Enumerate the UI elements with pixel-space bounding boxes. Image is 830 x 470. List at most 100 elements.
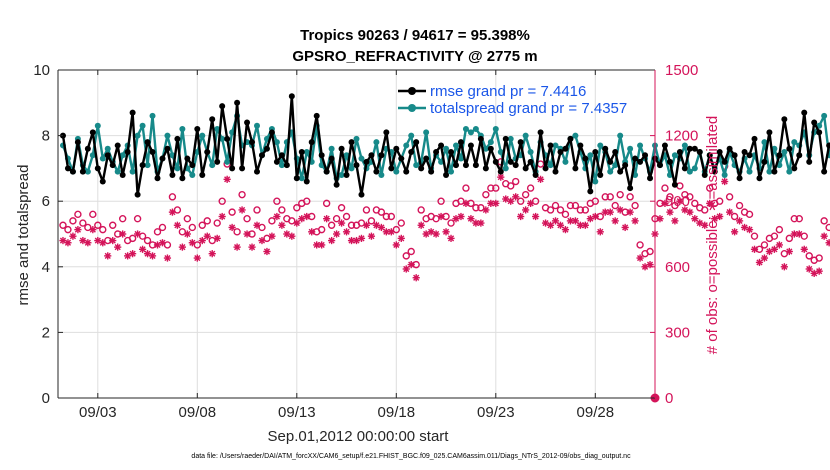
possible-obs-marker <box>745 210 754 219</box>
assimilated-obs-stroke <box>791 230 798 238</box>
assimilated-obs-stroke <box>467 215 475 222</box>
rmse-point <box>303 178 310 185</box>
assimilated-obs-stroke <box>104 252 111 259</box>
obs-count-markers <box>59 158 830 403</box>
legend-spread-label: totalspread grand pr = 7.4357 <box>430 100 627 117</box>
assimilated-obs-stroke <box>472 219 479 227</box>
assimilated-obs-stroke <box>552 217 559 224</box>
assimilated-obs-marker <box>129 250 137 258</box>
assimilated-obs-stroke <box>821 233 828 240</box>
assimilated-obs-stroke <box>507 198 514 205</box>
assimilated-obs-stroke <box>403 265 410 273</box>
totalspread-point <box>617 132 624 139</box>
rmse-point <box>477 135 484 142</box>
assimilated-obs-marker <box>795 230 803 238</box>
assimilated-obs-marker <box>815 267 823 275</box>
rmse-point <box>766 129 773 136</box>
possible-obs-marker <box>158 223 167 232</box>
assimilated-obs-stroke <box>94 237 101 244</box>
rmse-point <box>229 165 236 172</box>
totalspread-point <box>766 168 773 175</box>
assimilated-obs-stroke <box>129 250 136 257</box>
rmse-point <box>492 158 499 165</box>
totalspread-point <box>328 145 335 152</box>
assimilated-obs-marker <box>750 245 759 253</box>
rmse-point <box>746 152 753 159</box>
possible-obs-marker <box>561 210 570 219</box>
possible-obs-marker <box>118 214 127 223</box>
possible-obs-marker <box>133 214 142 223</box>
rmse-point <box>438 142 445 149</box>
rmse-point <box>353 162 360 169</box>
assimilated-obs-stroke <box>751 246 758 253</box>
grid-lines <box>58 70 655 398</box>
possible-obs-marker <box>790 214 798 223</box>
x-tick-label: 09/28 <box>577 404 615 421</box>
rmse-point <box>144 139 151 146</box>
totalspread-point <box>637 142 644 149</box>
assimilated-obs-stroke <box>303 213 310 220</box>
assimilated-obs-marker <box>551 217 560 225</box>
assimilated-obs-stroke <box>234 244 241 251</box>
rmse-point <box>174 135 181 142</box>
rmse-point <box>711 168 718 175</box>
possible-obs-marker <box>516 197 525 205</box>
assimilated-obs-stroke <box>388 228 395 235</box>
possible-obs-marker <box>770 232 779 240</box>
rmse-point <box>487 145 494 152</box>
assimilated-obs-marker <box>318 241 326 249</box>
assimilated-obs-marker <box>676 197 684 205</box>
possible-obs-marker <box>143 236 152 245</box>
assimilated-obs-stroke <box>229 224 236 231</box>
assimilated-obs-marker <box>571 217 579 225</box>
assimilated-obs-stroke <box>368 233 375 240</box>
assimilated-obs-stroke <box>194 254 201 262</box>
totalspread-point <box>457 155 464 162</box>
rmse-point <box>577 142 584 149</box>
rmse-point <box>403 168 410 175</box>
possible-obs-marker <box>775 225 784 234</box>
assimilated-obs-marker <box>84 239 92 247</box>
totalspread-point <box>119 152 126 159</box>
rmse-point <box>612 149 619 155</box>
assimilated-obs-stroke <box>457 213 465 220</box>
assimilated-obs-marker <box>134 230 142 238</box>
possible-obs-marker <box>591 197 599 205</box>
possible-obs-marker <box>74 210 82 219</box>
rmse-point <box>786 145 793 152</box>
assimilated-obs-stroke <box>273 213 280 220</box>
possible-obs-marker <box>671 201 679 210</box>
possible-obs-marker <box>99 225 107 234</box>
totalspread-point <box>781 149 788 155</box>
assimilated-obs-stroke <box>736 217 743 224</box>
assimilated-obs-stroke <box>243 230 251 238</box>
rmse-point <box>642 152 649 159</box>
assimilated-obs-stroke <box>189 239 196 246</box>
totalspread-point <box>174 165 181 172</box>
rmse-line <box>61 94 830 196</box>
assimilated-obs-stroke <box>731 228 738 235</box>
rmse-point <box>472 162 479 169</box>
rmse-point <box>373 168 380 175</box>
assimilated-obs-stroke <box>701 222 708 229</box>
possible-obs-marker <box>805 252 813 260</box>
possible-obs-marker <box>546 206 555 214</box>
assimilated-obs-marker <box>671 217 679 225</box>
rmse-point <box>522 165 529 172</box>
totalspread-point <box>522 132 529 139</box>
possible-obs-marker <box>601 193 609 201</box>
assimilated-obs-stroke <box>676 198 683 205</box>
possible-obs-marker <box>253 206 261 214</box>
possible-obs-marker <box>268 217 276 225</box>
totalspread-point <box>462 126 469 133</box>
totalspread-point <box>487 139 494 146</box>
y-tick-label-right: 1500 <box>665 62 698 79</box>
assimilated-obs-stroke <box>318 241 325 249</box>
assimilated-obs-marker <box>382 228 390 236</box>
rmse-point <box>288 93 295 100</box>
assimilated-obs-stroke <box>338 219 345 227</box>
rmse-point <box>671 181 678 188</box>
assimilated-obs-marker <box>407 261 415 269</box>
possible-obs-marker <box>153 228 162 236</box>
assimilated-obs-stroke <box>59 237 67 244</box>
